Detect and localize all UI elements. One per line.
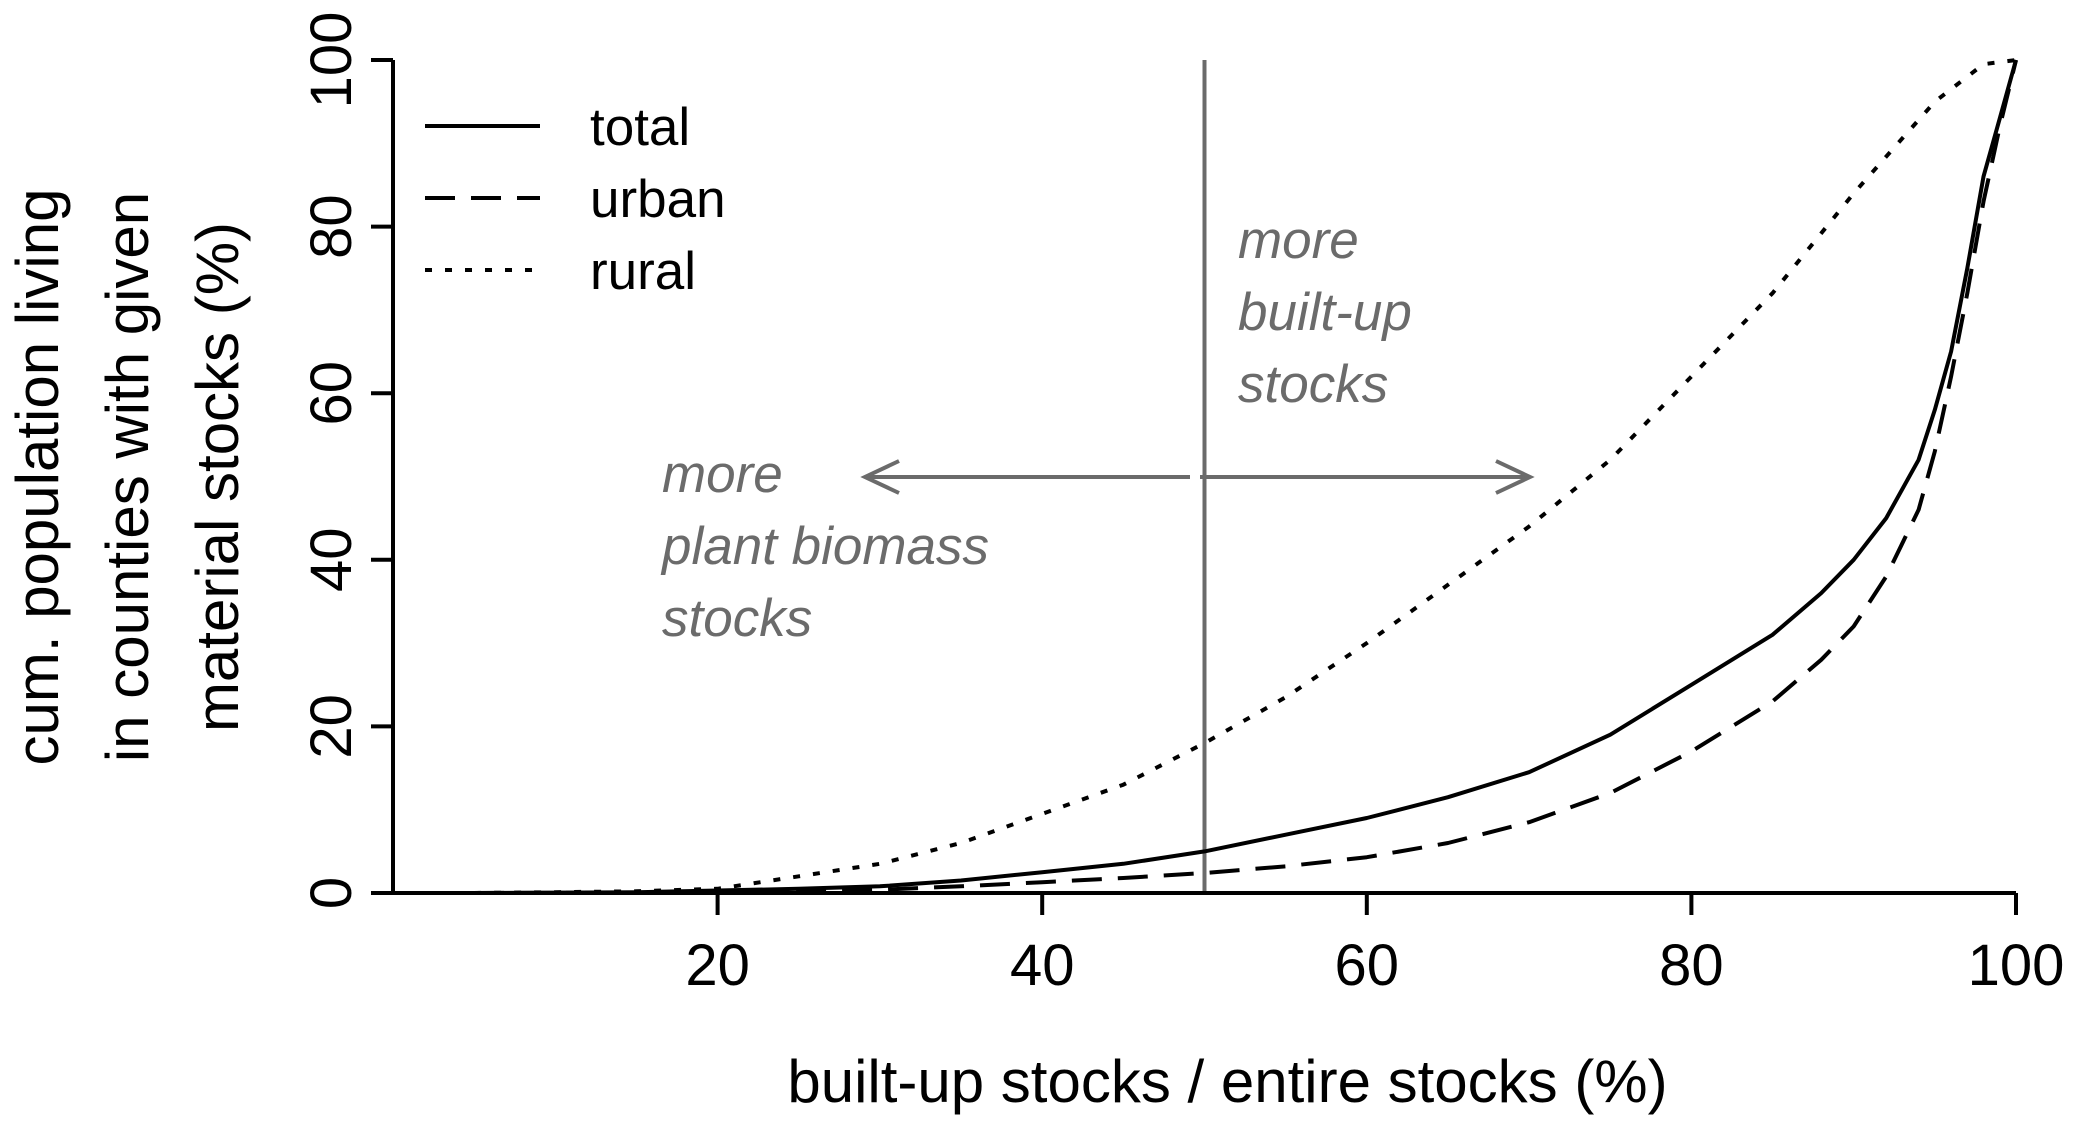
axes-group: 20 40 60 80 100 0 20 40 60 80 100: [299, 12, 2064, 998]
legend-item-total: total: [425, 98, 690, 157]
x-tick-label: 60: [1335, 933, 1400, 998]
annotation-biomass-line: stocks: [662, 589, 812, 648]
annotation-biomass: more plant biomass stocks: [660, 445, 1190, 648]
annotation-built-up-line: built-up: [1238, 283, 1412, 342]
legend-item-urban: urban: [425, 170, 726, 229]
annotation-built-up-line: more: [1238, 211, 1359, 270]
annotation-built-up: more built-up stocks: [1200, 211, 1535, 495]
y-tick-label: 40: [299, 528, 364, 593]
x-axis-title: built-up stocks / entire stocks (%): [787, 1048, 1667, 1115]
annotation-biomass-arrow-head: [860, 459, 900, 495]
annotations-group: more built-up stocks more plant biomass stock…: [660, 211, 1535, 648]
series-line-urban: [474, 59, 2018, 895]
y-tick-label: 20: [299, 694, 364, 759]
x-tick-label: 20: [685, 933, 750, 998]
y-tick-label: 100: [299, 12, 364, 109]
legend-label-rural: rural: [590, 242, 696, 301]
y-axis-title-line: material stocks (%): [184, 222, 251, 732]
annotation-biomass-line: more: [662, 445, 783, 504]
series-group: [474, 58, 2018, 895]
legend-label-urban: urban: [590, 170, 726, 229]
y-axis-title-line: in counties with given: [94, 192, 161, 762]
legend-item-rural: rural: [425, 242, 696, 301]
axis-titles-group: built-up stocks / entire stocks (%) cum. …: [4, 188, 1668, 1115]
annotation-built-up-line: stocks: [1238, 355, 1388, 414]
x-tick-label: 80: [1659, 933, 1724, 998]
y-tick-label: 80: [299, 194, 364, 259]
legend: total urban rural: [425, 98, 726, 301]
y-axis-title-line: cum. population living: [4, 188, 71, 765]
x-tick-label: 100: [1968, 933, 2065, 998]
y-tick-label: 0: [299, 877, 364, 909]
legend-label-total: total: [590, 98, 690, 157]
x-tick-label: 40: [1010, 933, 1075, 998]
series-line-total: [474, 59, 2018, 895]
annotation-biomass-line: plant biomass: [660, 517, 989, 576]
y-tick-label: 60: [299, 361, 364, 426]
annotation-built-up-arrow-head: [1495, 459, 1535, 495]
